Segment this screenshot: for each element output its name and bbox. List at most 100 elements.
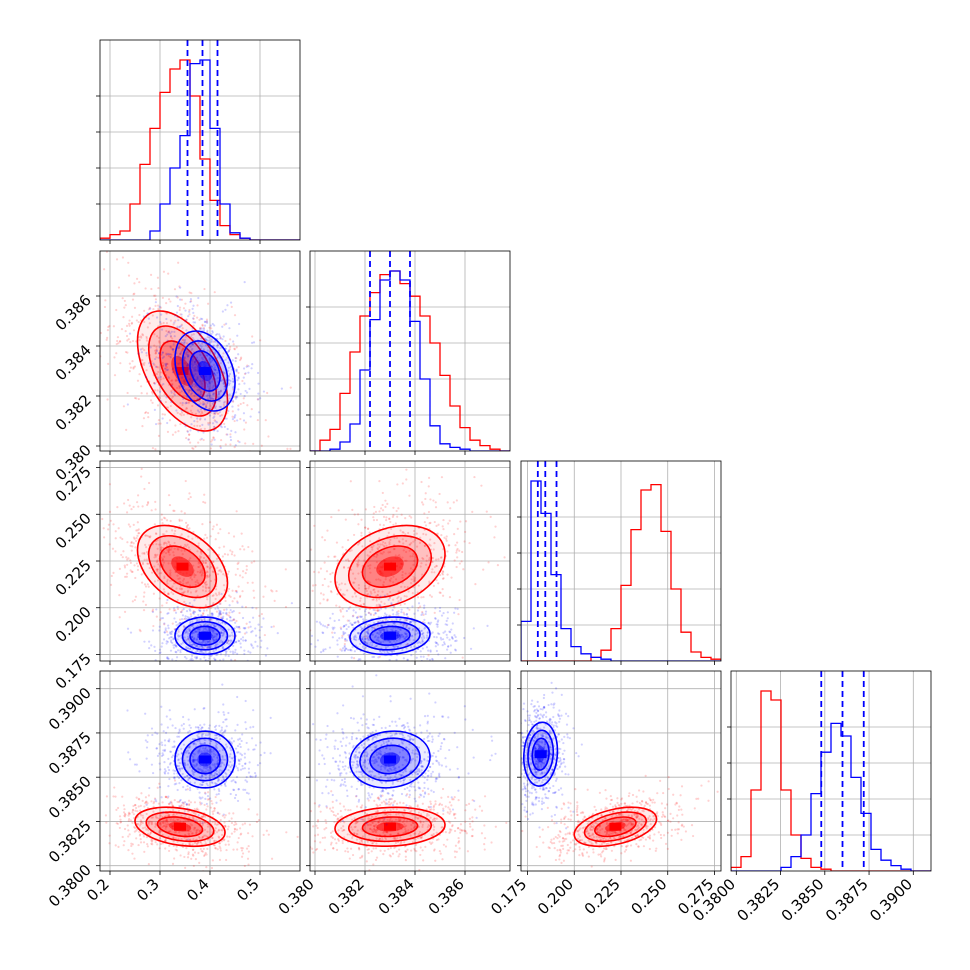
scatter-point [195, 638, 198, 641]
scatter-point [128, 370, 131, 373]
scatter-point [342, 565, 346, 569]
scatter-point [162, 638, 166, 641]
scatter-point [401, 570, 404, 574]
scatter-point [227, 587, 231, 591]
scatter-point [132, 536, 136, 539]
scatter-point [421, 556, 424, 560]
scatter-point [372, 613, 376, 617]
scatter-point [223, 381, 226, 384]
scatter-point [195, 630, 198, 634]
scatter-point [364, 508, 368, 511]
scatter-point [232, 812, 235, 815]
scatter-point [178, 621, 181, 625]
scatter-point [379, 631, 382, 634]
scatter-point [153, 556, 156, 559]
scatter-point [236, 744, 240, 748]
scatter-point [207, 627, 210, 630]
scatter-point [226, 433, 229, 436]
scatter-point [200, 382, 204, 385]
scatter-point [223, 630, 226, 634]
scatter-point [193, 708, 196, 711]
scatter-point [145, 546, 148, 549]
scatter-point [158, 352, 161, 355]
scatter-point [176, 411, 179, 415]
scatter-point [165, 601, 168, 605]
scatter-point [208, 421, 212, 424]
scatter-point [199, 650, 203, 653]
scatter-point [247, 365, 250, 368]
scatter-point [183, 422, 186, 425]
scatter-point [379, 624, 383, 627]
scatter-point [137, 505, 140, 508]
scatter-point [182, 591, 185, 594]
scatter-point [187, 455, 189, 457]
scatter-point [389, 580, 392, 583]
scatter-point [191, 384, 194, 388]
scatter-point [163, 541, 166, 544]
scatter-point [158, 346, 161, 349]
scatter-point [196, 638, 199, 641]
scatter-point [222, 658, 225, 661]
scatter-point [194, 630, 197, 633]
scatter-point [193, 362, 196, 365]
scatter-point [404, 572, 407, 575]
scatter-point [169, 332, 172, 335]
scatter-point [180, 409, 183, 412]
scatter-point [164, 629, 167, 632]
scatter-point [396, 515, 399, 518]
scatter-point [241, 545, 244, 548]
scatter-point [449, 644, 453, 647]
scatter-point [181, 553, 184, 556]
scatter-point [167, 298, 171, 301]
scatter-point [236, 601, 239, 604]
scatter-point [178, 285, 181, 288]
scatter-point [188, 433, 191, 436]
scatter-point [388, 517, 391, 521]
scatter-point [375, 578, 378, 581]
scatter-point [219, 336, 222, 340]
scatter-point [244, 442, 247, 445]
scatter-point [376, 609, 379, 612]
scatter-point [92, 345, 94, 347]
scatter-point [212, 372, 215, 375]
scatter-point [334, 555, 337, 558]
scatter-point [215, 557, 219, 560]
scatter-point [193, 575, 196, 579]
scatter-point [185, 436, 188, 440]
scatter-point [219, 390, 222, 393]
scatter-point [252, 725, 255, 728]
scatter-point [196, 663, 198, 665]
scatter-point [158, 543, 161, 546]
scatter-point [128, 812, 132, 815]
scatter-point [195, 619, 198, 622]
scatter-point [182, 347, 185, 350]
scatter-point [403, 602, 406, 605]
scatter-point [193, 420, 196, 423]
peak-red [384, 562, 396, 571]
scatter-point [176, 605, 179, 608]
scatter-point [405, 625, 408, 628]
scatter-point [414, 633, 417, 636]
scatter-point [222, 839, 226, 842]
scatter-point [157, 563, 160, 566]
scatter-point [376, 554, 379, 557]
scatter-point [414, 629, 417, 632]
scatter-point [182, 727, 185, 730]
scatter-point [212, 525, 215, 528]
scatter-point [185, 318, 188, 321]
scatter-point [428, 556, 431, 560]
scatter-point [211, 613, 214, 617]
scatter-point [145, 351, 148, 355]
scatter-point [170, 353, 173, 356]
scatter-point [187, 391, 191, 394]
scatter-point [182, 413, 185, 416]
scatter-point [251, 606, 254, 609]
scatter-point [214, 340, 217, 343]
scatter-point [171, 371, 175, 374]
scatter-point [198, 650, 201, 653]
scatter-point [182, 339, 185, 342]
scatter-point [454, 649, 457, 652]
scatter-point [138, 338, 141, 342]
scatter-point [172, 644, 175, 647]
scatter-point [133, 857, 136, 860]
